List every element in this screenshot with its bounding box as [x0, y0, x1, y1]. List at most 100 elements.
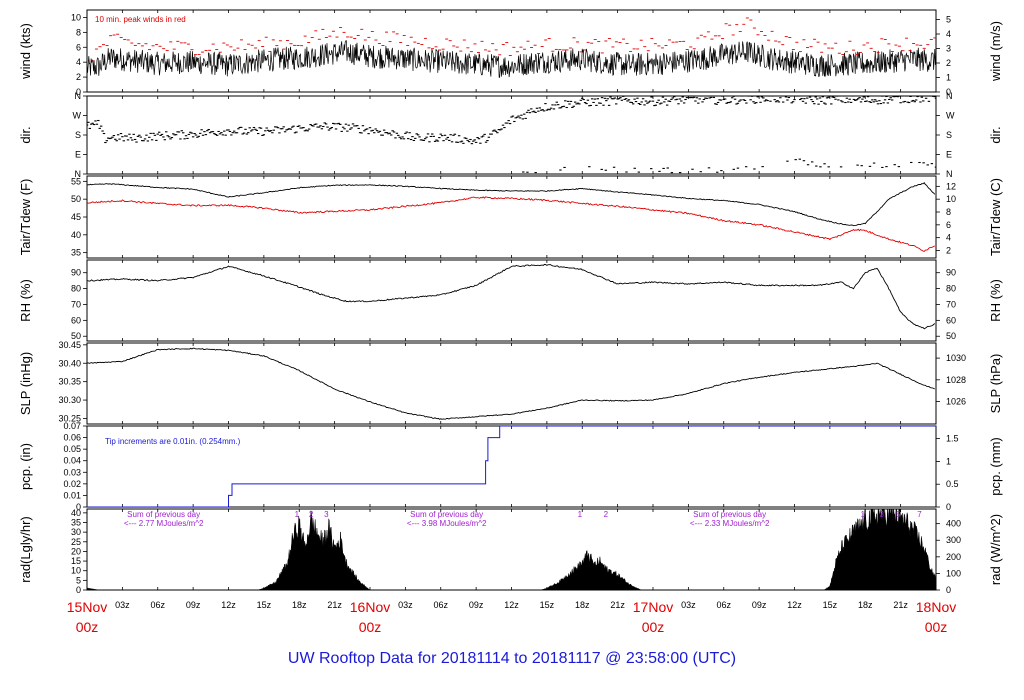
rad-marker: 2	[309, 510, 314, 519]
y-tick-label-left: 30.30	[58, 395, 81, 405]
y-axis-label-right: dir.	[988, 126, 1003, 143]
x-tick-label: 03z	[681, 600, 696, 610]
y-tick-label-left: 0	[76, 585, 81, 595]
y-tick-label-right: 60	[946, 315, 956, 325]
y-tick-label-left: 10	[71, 12, 81, 22]
y-tick-label-right: 0.5	[946, 479, 959, 489]
x-tick-label: 15z	[257, 600, 272, 610]
x-day-label-hour: 00z	[925, 619, 948, 635]
y-tick-label-right: 300	[946, 535, 961, 545]
x-tick-label: 09z	[469, 600, 484, 610]
y-tick-label-left: N	[75, 169, 82, 179]
y-axis-label-right: rad (W/m^2)	[988, 514, 1003, 585]
y-tick-label-right: 50	[946, 331, 956, 341]
y-axis-label-left: SLP (inHg)	[18, 352, 33, 415]
y-tick-label-left: 90	[71, 268, 81, 278]
y-tick-label-left: N	[75, 91, 82, 101]
x-day-label: 15Nov	[67, 599, 107, 615]
series-line-wind	[87, 40, 936, 78]
rad-marker: 1	[578, 510, 583, 519]
x-tick-label: 03z	[398, 600, 413, 610]
y-axis-label-right: Tair/Tdew (C)	[988, 178, 1003, 256]
y-tick-label-left: 80	[71, 284, 81, 294]
x-tick-label: 06z	[150, 600, 165, 610]
y-tick-label-left: 35	[71, 248, 81, 258]
y-tick-label-left: 0.04	[63, 456, 81, 466]
y-tick-label-right: 1.5	[946, 434, 959, 444]
x-tick-label: 09z	[752, 600, 767, 610]
rad-marker: 1	[295, 510, 300, 519]
y-tick-label-right: 6	[946, 220, 951, 230]
rad-marker: 5	[896, 510, 901, 519]
series-group-pcp	[87, 426, 936, 507]
y-tick-label-left: 40	[71, 230, 81, 240]
y-tick-label-right: 1028	[946, 375, 966, 385]
y-tick-label-right: 1030	[946, 353, 966, 363]
y-tick-label-right: 8	[946, 207, 951, 217]
x-day-label-hour: 00z	[359, 619, 382, 635]
y-tick-label-right: E	[946, 150, 952, 160]
y-tick-label-left: 0	[76, 502, 81, 512]
y-tick-label-left: 0.06	[63, 433, 81, 443]
y-tick-label-left: 6	[76, 42, 81, 52]
x-tick-label: 06z	[433, 600, 448, 610]
y-tick-label-left: 30.45	[58, 340, 81, 350]
series-group-slp	[87, 347, 935, 420]
rad-marker: 2	[604, 510, 609, 519]
y-tick-label-left: 0.05	[63, 444, 81, 454]
y-tick-label-right: N	[946, 91, 953, 101]
y-tick-label-left: 30	[71, 527, 81, 537]
y-tick-label-left: 8	[76, 27, 81, 37]
y-tick-label-left: 70	[71, 299, 81, 309]
x-day-label: 17Nov	[633, 599, 673, 615]
panel-frame-wind	[86, 9, 937, 93]
rad-daily-sum-value: <--- 3.98 MJoules/m^2	[407, 519, 487, 528]
series-area-rad	[87, 509, 936, 590]
y-tick-label-left: 50	[71, 331, 81, 341]
y-axis-label-right: SLP (hPa)	[988, 354, 1003, 414]
annotation-tip-increments: Tip increments are 0.01in. (0.254mm.)	[105, 437, 241, 446]
x-tick-label: 21z	[610, 600, 625, 610]
y-tick-label-right: 90	[946, 268, 956, 278]
panel-frame-slp	[86, 342, 937, 425]
y-tick-label-left: 20	[71, 546, 81, 556]
rad-daily-sum-value: <--- 2.33 MJoules/m^2	[690, 519, 770, 528]
x-day-label-hour: 00z	[642, 619, 665, 635]
y-tick-label-left: 25	[71, 537, 81, 547]
x-tick-label: 15z	[823, 600, 838, 610]
rad-marker: 3	[324, 510, 329, 519]
y-tick-label-right: 12	[946, 181, 956, 191]
x-day-label-hour: 00z	[76, 619, 99, 635]
y-axis-label-left: Tair/Tdew (F)	[18, 179, 33, 256]
y-tick-label-right: 80	[946, 284, 956, 294]
series-group-wind	[87, 17, 936, 78]
rad-daily-sum-label: Sum of previous day	[127, 510, 200, 519]
rad-marker: 3	[880, 510, 885, 519]
y-tick-label-right: 10	[946, 194, 956, 204]
y-tick-label-left: 4	[76, 57, 81, 67]
x-tick-label: 18z	[575, 600, 590, 610]
panel-frame-dir	[86, 95, 937, 175]
y-tick-label-right: 70	[946, 299, 956, 309]
y-tick-label-right: 0	[946, 502, 951, 512]
series-line-rh	[87, 263, 936, 330]
rad-daily-sum-value: <--- 2.77 MJoules/m^2	[124, 519, 204, 528]
series-line-tair	[87, 182, 936, 227]
y-tick-label-left: 2	[76, 72, 81, 82]
y-tick-label-right: 1	[946, 456, 951, 466]
rad-daily-sum-label: Sum of previous day	[693, 510, 766, 519]
y-tick-label-right: 1026	[946, 397, 966, 407]
x-tick-label: 06z	[716, 600, 731, 610]
y-tick-label-right: 2	[946, 58, 951, 68]
x-tick-label: 15z	[540, 600, 555, 610]
rad-marker: 1	[861, 510, 866, 519]
y-tick-label-left: 30.25	[58, 413, 81, 423]
y-tick-label-right: 1	[946, 73, 951, 83]
y-axis-label-left: wind (kts)	[18, 23, 33, 80]
x-tick-label: 21z	[893, 600, 908, 610]
y-axis-label-right: wind (m/s)	[988, 21, 1003, 82]
y-tick-label-right: 3	[946, 44, 951, 54]
y-tick-label-left: 0.02	[63, 479, 81, 489]
y-tick-label-right: 200	[946, 552, 961, 562]
